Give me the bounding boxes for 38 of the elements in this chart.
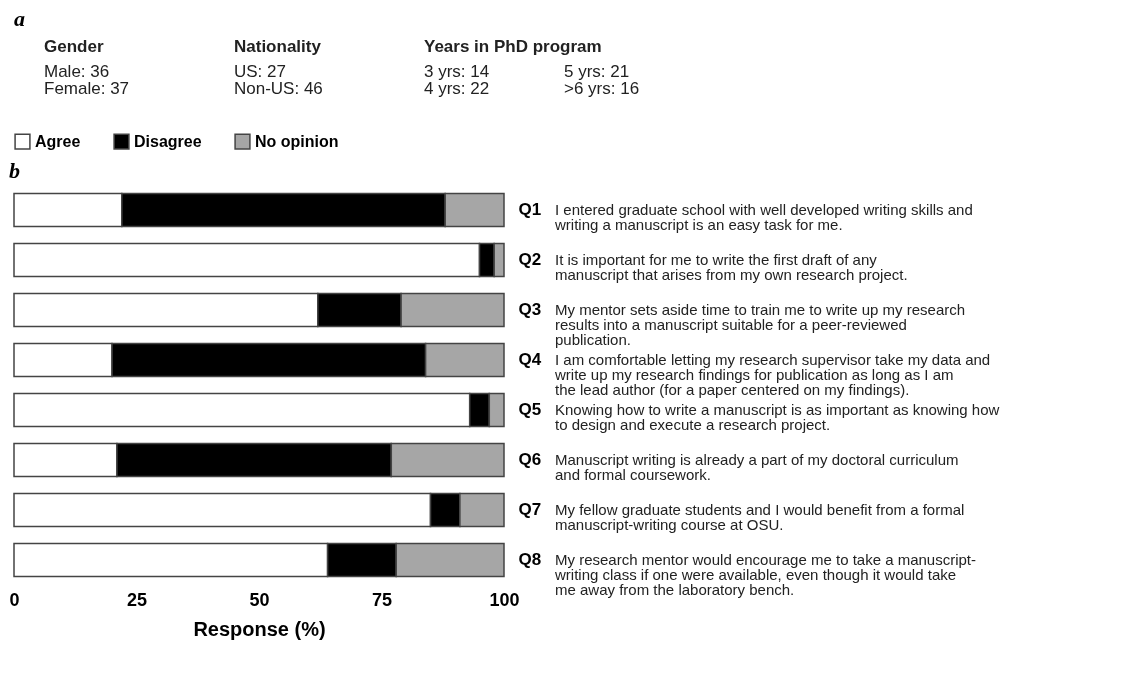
y-tick-label: Q5: [518, 400, 542, 419]
text: My research mentor would encourage me to take a manuscript-writing class if one were available, even though it would take me away from the laboratory bench.: [554, 551, 977, 598]
y-tick-label: Q6: [518, 450, 542, 469]
text: Manuscript writing is already a part of my doctoral curriculum and formal coursework.: [555, 451, 959, 483]
text: 5 yrs: 21: [564, 62, 630, 81]
text: It is important for me to write the first draft of any manuscript that arises from my own research project.: [555, 251, 908, 283]
x-tick-label: 0: [9, 589, 20, 610]
x-tick-label: 75: [371, 589, 393, 610]
x-tick-label: 100: [489, 589, 520, 610]
y-tick-label: Q2: [518, 250, 542, 269]
legend-label: Disagree: [134, 132, 202, 150]
y-tick-label: Q3: [518, 300, 542, 319]
text: My mentor sets aside time to train me to write up my research results into a manuscript suitable for a peer-reviewed publication.: [555, 301, 966, 348]
text: I am comfortable letting my research supervisor take my data and write up my research findings for publication as long as I am the lead author (for a paper centered on my findings).: [554, 351, 991, 398]
text: Years in PhD program: [424, 37, 602, 56]
y-tick-label: Q4: [518, 350, 542, 369]
y-tick-label: Q8: [518, 550, 542, 569]
chart-title: b: [8, 158, 20, 183]
legend-label: Agree: [35, 132, 81, 150]
text: Knowing how to write a manuscript is as important as knowing how to design and execute a research project.: [555, 401, 1000, 433]
text: 4 yrs: 22: [424, 79, 490, 98]
text: Female: 37: [44, 79, 130, 98]
y-tick-label: Q7: [518, 500, 542, 519]
text: Nationality: [234, 37, 322, 56]
text: Gender: [44, 37, 104, 56]
text: US: 27: [234, 62, 286, 81]
x-tick-label: 50: [249, 589, 270, 610]
text: Non-US: 46: [234, 79, 323, 98]
legend-label: No opinion: [255, 132, 339, 150]
x-tick-label: 25: [126, 589, 148, 610]
y-tick-label: Q1: [518, 200, 542, 219]
text: Male: 36: [44, 62, 110, 81]
text: 3 yrs: 14: [424, 62, 490, 81]
text: I entered graduate school with well developed writing skills and writing a manuscript is an easy task for me.: [554, 201, 973, 233]
text: a: [14, 6, 25, 31]
text: My fellow graduate students and I would benefit from a formal manuscript-writing course at OSU.: [555, 501, 965, 533]
text: >6 yrs: 16: [564, 79, 640, 98]
x-axis-title: Response (%): [193, 617, 326, 640]
